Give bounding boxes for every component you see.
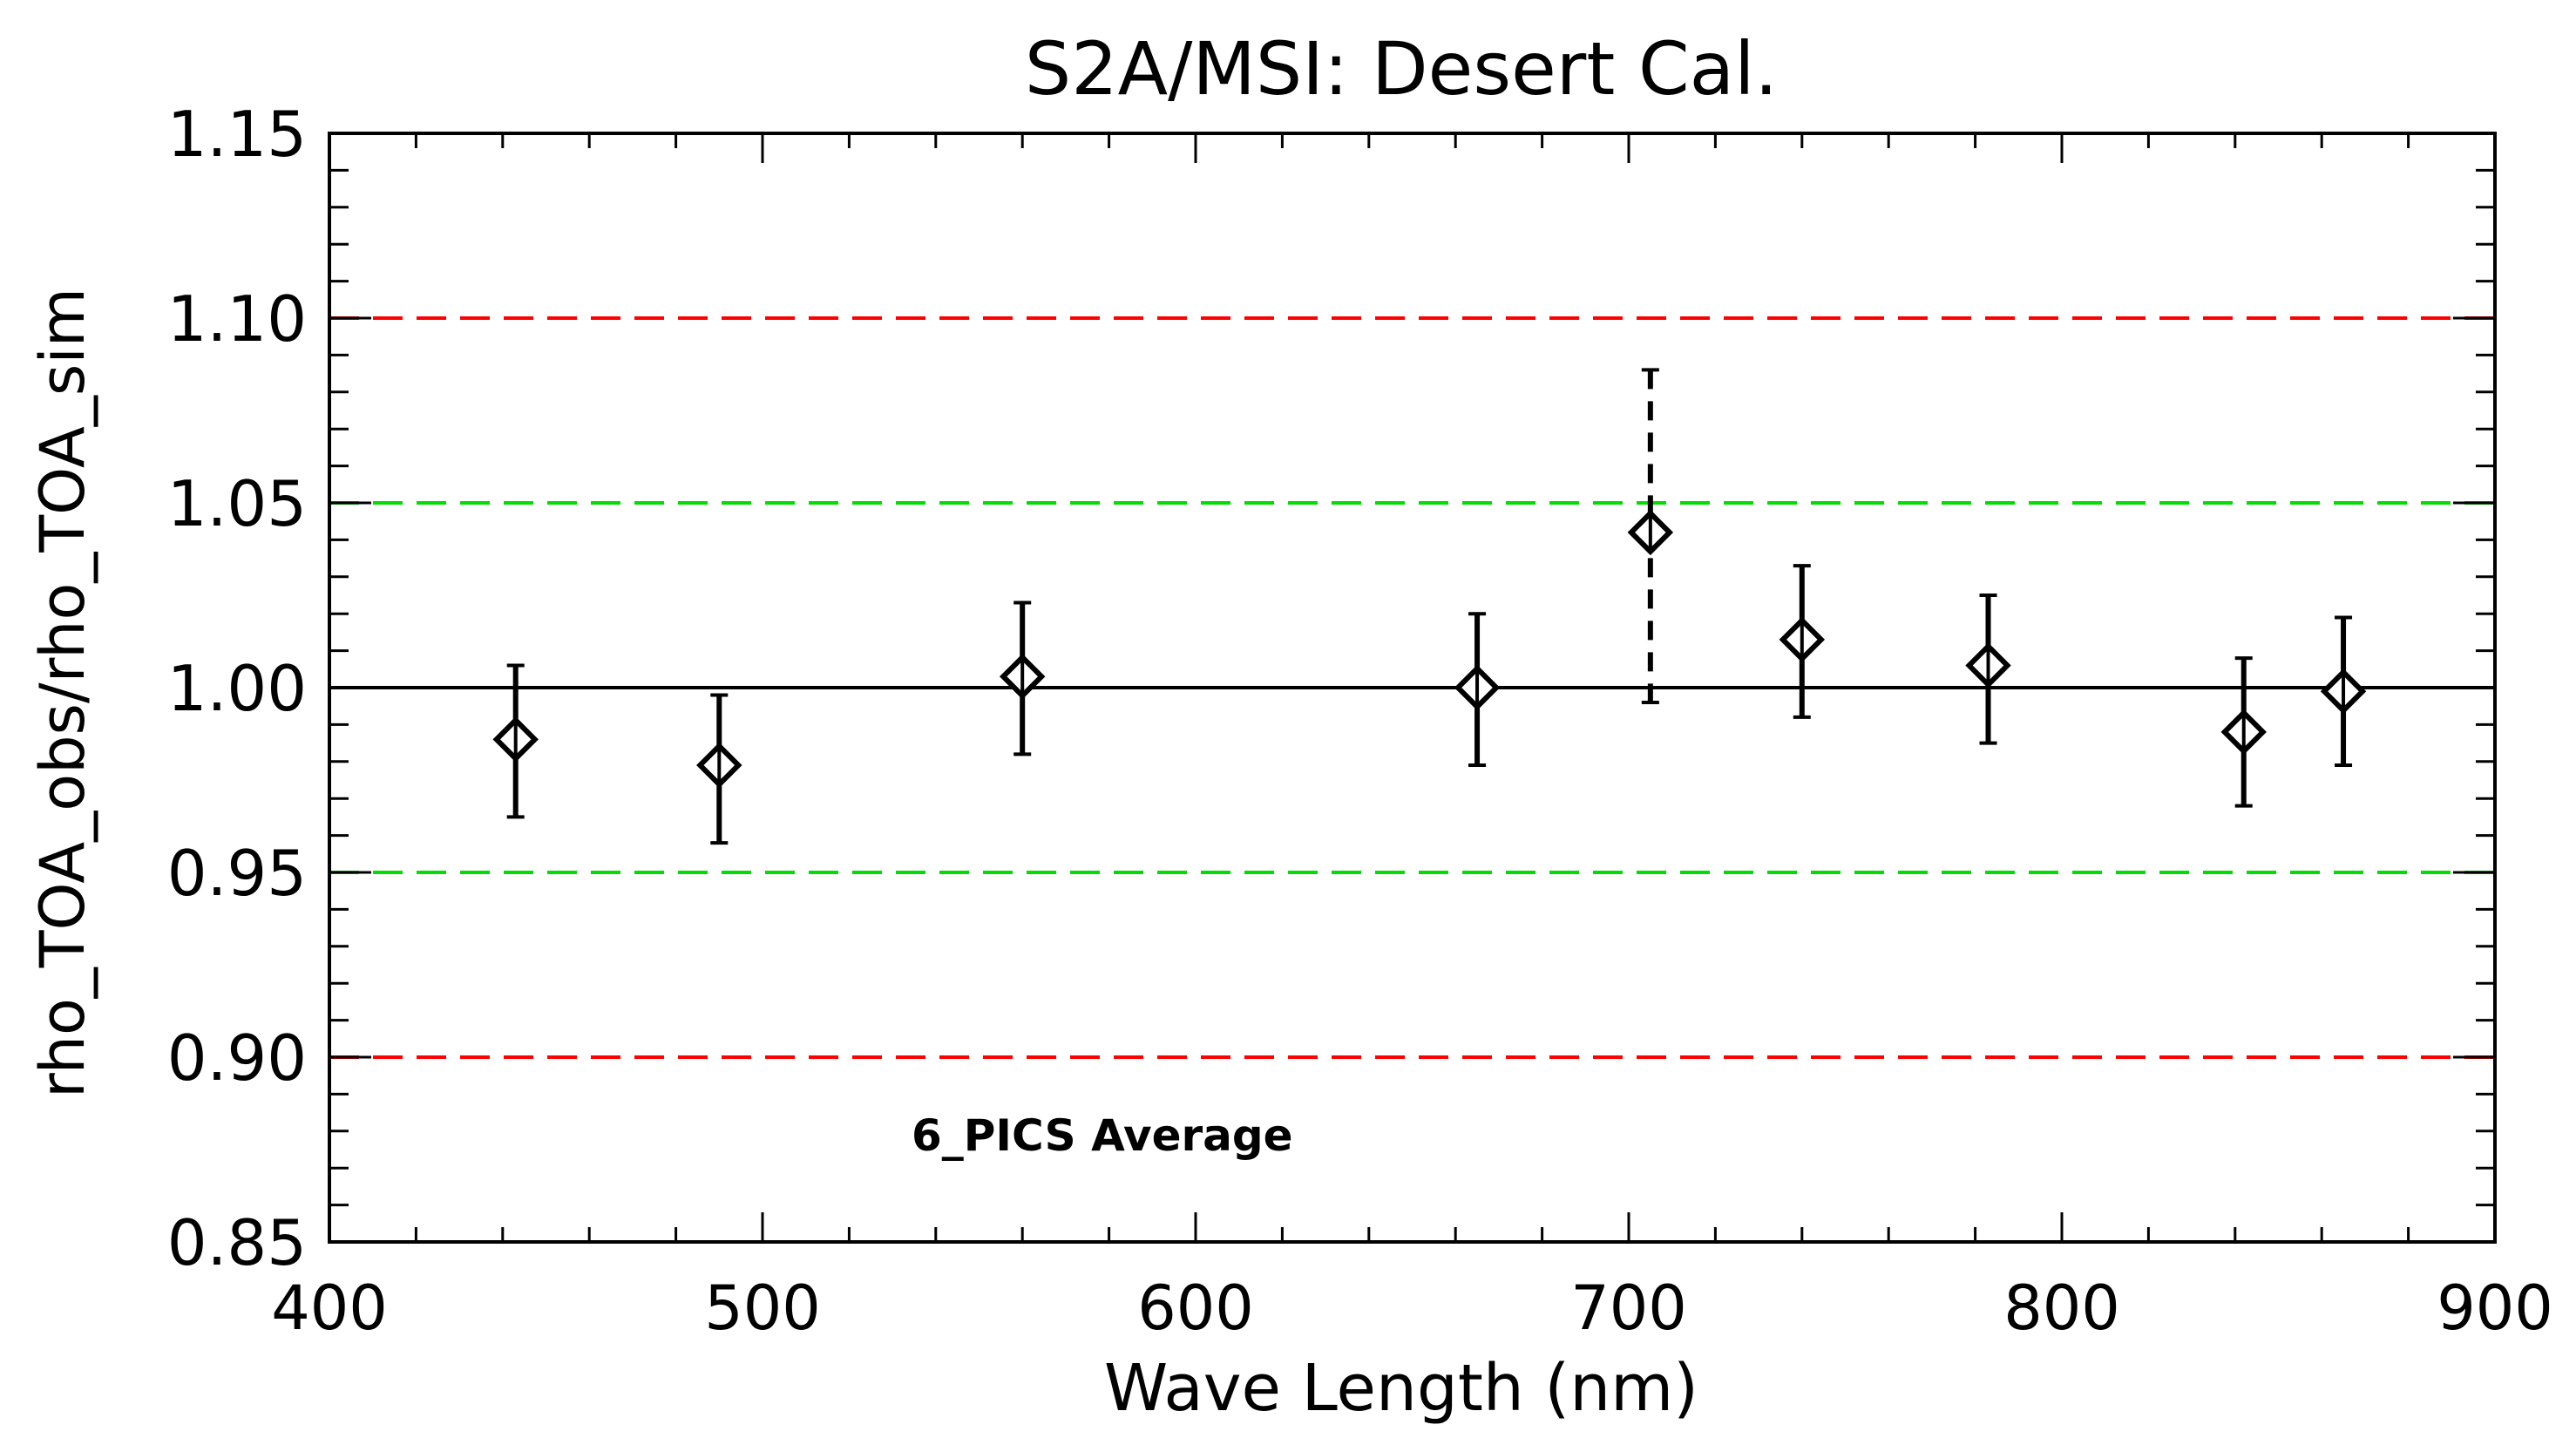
data-point-3 [1454, 612, 1501, 768]
data-point-2 [999, 600, 1046, 756]
x-axis-label: Wave Length (nm) [1104, 1351, 1698, 1426]
plot-frame [328, 132, 2497, 1244]
x-tick-label: 400 [271, 1272, 388, 1344]
y-tick-label: 0.95 [167, 837, 307, 910]
data-point-5 [1779, 564, 1826, 719]
data-point-0 [492, 663, 539, 819]
data-point-6 [1965, 594, 2011, 745]
x-tick-label: 600 [1137, 1272, 1254, 1344]
data-point-7 [2220, 656, 2267, 808]
x-tick-label: 900 [2437, 1272, 2553, 1344]
reference-lines [329, 316, 2495, 1059]
y-tick-label: 0.90 [167, 1021, 307, 1095]
y-tick-label: 1.00 [167, 652, 307, 725]
legend-annotation: 6_PICS Average [912, 1110, 1293, 1161]
axis-tick-labels: 400 500 600 700 800 900 0.85 0.90 0.95 1.00 1.05 1.… [167, 98, 2553, 1344]
data-point-4 [1627, 368, 1674, 704]
x-tick-label: 800 [2003, 1272, 2120, 1344]
data-point-1 [696, 693, 742, 845]
y-tick-label: 1.15 [167, 98, 307, 171]
y-axis-label: rho_TOA_obs/rho_TOA_sim [27, 288, 98, 1098]
x-tick-label: 700 [1570, 1272, 1687, 1344]
y-tick-label: 1.10 [167, 282, 307, 356]
y-tick-label: 1.05 [167, 467, 307, 540]
y-tick-label: 0.85 [167, 1206, 307, 1279]
data-point-8 [2320, 615, 2367, 768]
x-tick-label: 500 [704, 1272, 821, 1344]
chart-title: S2A/MSI: Desert Cal. [1025, 26, 1778, 112]
data-points [492, 368, 2367, 845]
